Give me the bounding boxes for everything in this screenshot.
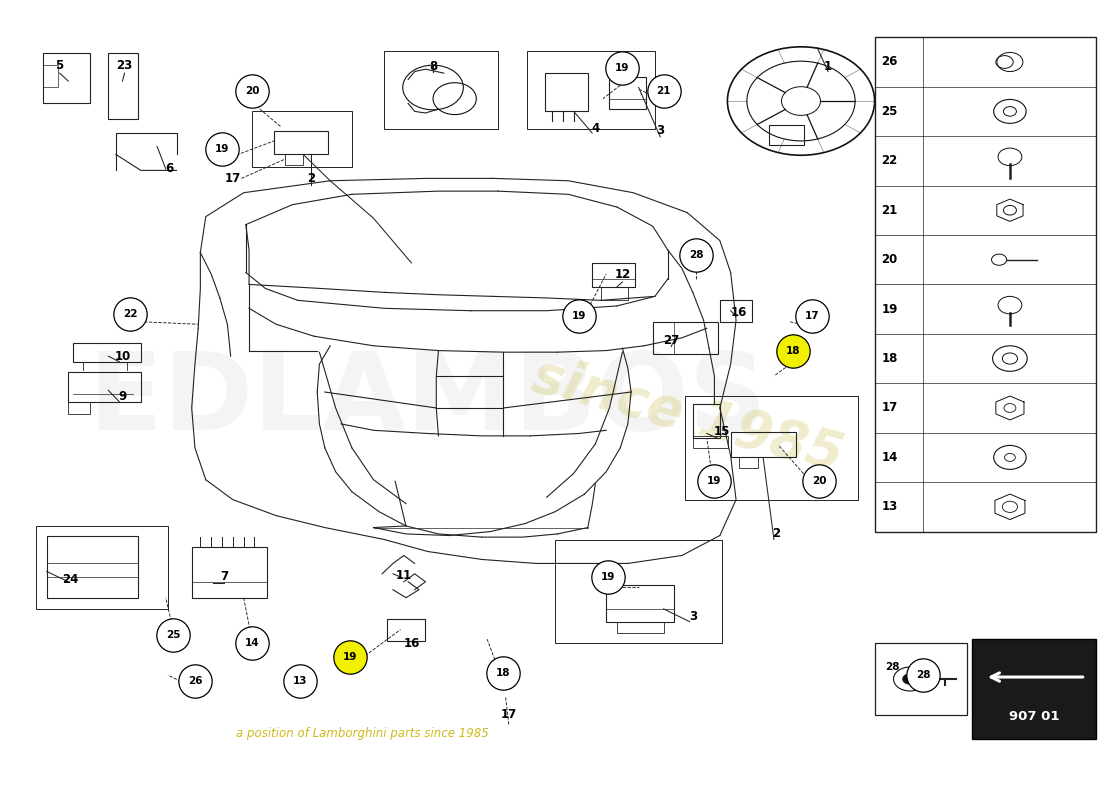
Text: 26: 26 — [881, 55, 898, 69]
Bar — [730, 432, 795, 458]
Text: 15: 15 — [714, 426, 730, 438]
Bar — [191, 547, 267, 598]
Bar — [527, 51, 654, 129]
Text: 19: 19 — [881, 302, 898, 316]
Text: 14: 14 — [245, 638, 260, 648]
Text: 19: 19 — [214, 144, 229, 154]
Text: 17: 17 — [881, 402, 898, 414]
Text: 28: 28 — [916, 670, 931, 680]
Text: 23: 23 — [117, 58, 133, 72]
Text: 13: 13 — [881, 500, 898, 514]
Text: 27: 27 — [663, 334, 680, 346]
Text: 19: 19 — [615, 63, 629, 74]
Bar — [652, 322, 717, 354]
Bar — [739, 458, 758, 468]
Bar — [386, 619, 426, 641]
Text: 9: 9 — [119, 390, 126, 402]
Text: 18: 18 — [496, 668, 510, 678]
Bar — [384, 51, 498, 129]
Bar — [36, 526, 168, 609]
Bar — [719, 300, 752, 322]
Text: 17: 17 — [500, 709, 517, 722]
Text: 3: 3 — [689, 610, 696, 623]
Text: 28: 28 — [886, 662, 900, 672]
Bar — [874, 38, 1097, 531]
Text: 21: 21 — [881, 204, 898, 217]
Text: 25: 25 — [166, 630, 180, 640]
Text: 20: 20 — [881, 253, 898, 266]
Text: 12: 12 — [614, 267, 630, 281]
Bar — [556, 539, 722, 643]
Text: 28: 28 — [689, 250, 703, 260]
Bar — [693, 436, 728, 448]
Text: 18: 18 — [881, 352, 898, 365]
Text: 22: 22 — [881, 154, 898, 167]
Text: 3: 3 — [657, 124, 664, 137]
Text: 21: 21 — [657, 86, 671, 97]
Bar — [285, 154, 304, 165]
Text: 2: 2 — [772, 527, 780, 541]
Text: 19: 19 — [707, 476, 722, 486]
Text: 10: 10 — [114, 350, 131, 362]
Bar — [769, 125, 804, 145]
Bar — [874, 643, 967, 715]
Bar — [43, 65, 57, 87]
Text: 907 01: 907 01 — [1009, 710, 1059, 723]
Bar — [274, 130, 328, 154]
Bar — [693, 404, 719, 438]
Bar — [43, 54, 90, 103]
Text: 17: 17 — [804, 311, 820, 322]
Text: 22: 22 — [123, 309, 138, 319]
Text: 19: 19 — [602, 572, 616, 582]
Bar — [606, 585, 674, 622]
Bar — [972, 639, 1097, 739]
Text: 8: 8 — [429, 60, 437, 74]
Text: 25: 25 — [881, 105, 898, 118]
Bar — [601, 286, 628, 300]
Bar — [73, 342, 141, 362]
Text: 2: 2 — [307, 172, 315, 185]
Text: 20: 20 — [812, 476, 826, 486]
Text: 16: 16 — [732, 306, 748, 319]
Bar — [109, 54, 138, 119]
Text: 14: 14 — [881, 451, 898, 464]
Text: since 1985: since 1985 — [527, 350, 848, 482]
Text: 19: 19 — [342, 652, 356, 662]
Text: 11: 11 — [396, 569, 411, 582]
Bar — [609, 77, 646, 109]
Text: EDLAMBOS: EDLAMBOS — [89, 347, 767, 453]
Text: 18: 18 — [786, 346, 801, 355]
Text: a position of Lamborghini parts since 1985: a position of Lamborghini parts since 19… — [236, 726, 490, 740]
Bar — [68, 402, 90, 414]
Text: 4: 4 — [591, 122, 600, 135]
Text: 20: 20 — [245, 86, 260, 97]
Text: 17: 17 — [224, 172, 241, 185]
Text: 5: 5 — [55, 58, 64, 72]
Bar — [68, 372, 141, 402]
Bar — [685, 396, 858, 500]
Text: 26: 26 — [188, 676, 202, 686]
Text: 13: 13 — [293, 676, 307, 686]
Bar — [252, 111, 352, 167]
Text: 7: 7 — [220, 570, 228, 583]
Text: 16: 16 — [404, 637, 419, 650]
Bar — [617, 622, 663, 633]
Text: 1: 1 — [824, 60, 832, 74]
Text: 6: 6 — [165, 162, 173, 175]
Text: 19: 19 — [572, 311, 586, 322]
Bar — [46, 535, 138, 598]
Bar — [592, 263, 636, 286]
Circle shape — [902, 674, 917, 685]
Text: 24: 24 — [63, 573, 79, 586]
Bar — [544, 73, 587, 111]
